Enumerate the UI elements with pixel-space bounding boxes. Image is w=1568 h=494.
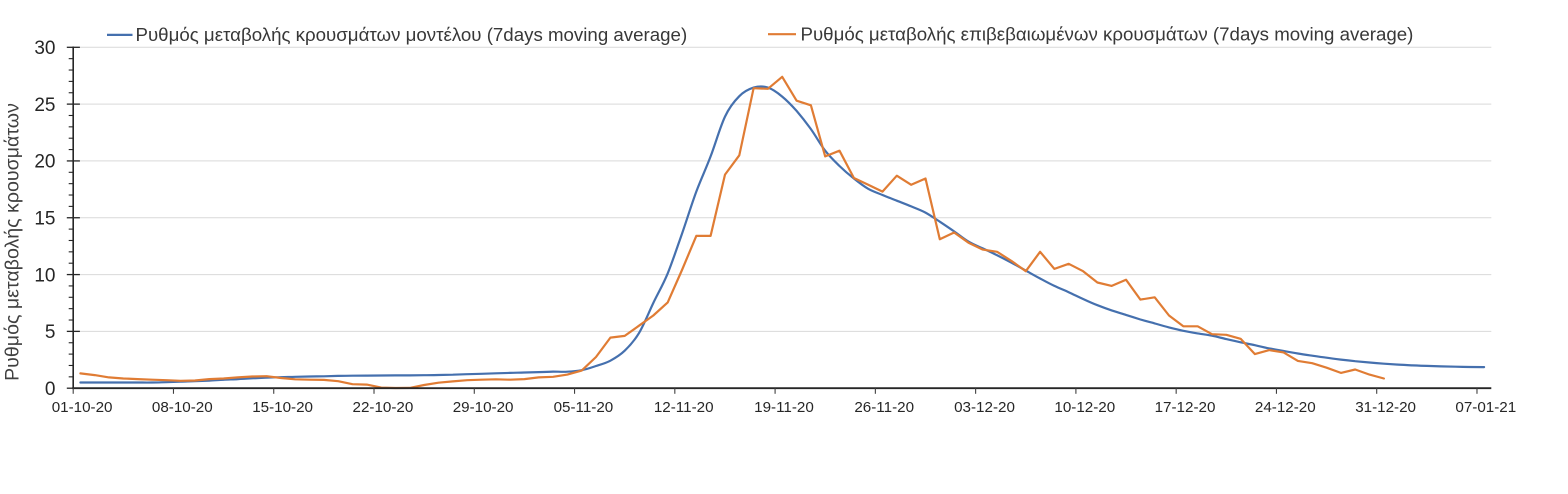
svg-text:12-11-20: 12-11-20 [654, 399, 714, 416]
svg-text:08-10-20: 08-10-20 [152, 399, 213, 416]
svg-text:15-10-20: 15-10-20 [252, 399, 313, 416]
svg-text:05-11-20: 05-11-20 [554, 399, 614, 416]
svg-text:0: 0 [45, 379, 56, 400]
svg-text:10-12-20: 10-12-20 [1054, 399, 1115, 416]
svg-text:Ρυθμός μεταβολής επιβεβαιωμένω: Ρυθμός μεταβολής επιβεβαιωμένων κρουσμάτ… [801, 24, 1414, 45]
svg-text:15: 15 [34, 209, 55, 230]
svg-text:31-12-20: 31-12-20 [1355, 399, 1416, 416]
svg-text:Ρυθμός μεταβολής κρουσμάτων: Ρυθμός μεταβολής κρουσμάτων [2, 103, 24, 381]
svg-text:22-10-20: 22-10-20 [353, 399, 414, 416]
svg-text:19-11-20: 19-11-20 [754, 399, 814, 416]
svg-text:20: 20 [34, 152, 55, 173]
svg-text:30: 30 [34, 38, 55, 59]
svg-text:10: 10 [34, 265, 55, 286]
svg-text:07-01-21: 07-01-21 [1455, 399, 1516, 416]
svg-text:24-12-20: 24-12-20 [1255, 399, 1316, 416]
svg-text:17-12-20: 17-12-20 [1155, 399, 1216, 416]
svg-text:03-12-20: 03-12-20 [954, 399, 1015, 416]
svg-text:25: 25 [34, 95, 55, 116]
svg-text:5: 5 [45, 322, 56, 343]
svg-text:26-11-20: 26-11-20 [854, 399, 914, 416]
svg-text:29-10-20: 29-10-20 [453, 399, 514, 416]
svg-text:01-10-20: 01-10-20 [52, 399, 113, 416]
svg-text:Ρυθμός μεταβολής κρουσμάτων μο: Ρυθμός μεταβολής κρουσμάτων μοντέλου (7d… [136, 24, 688, 45]
